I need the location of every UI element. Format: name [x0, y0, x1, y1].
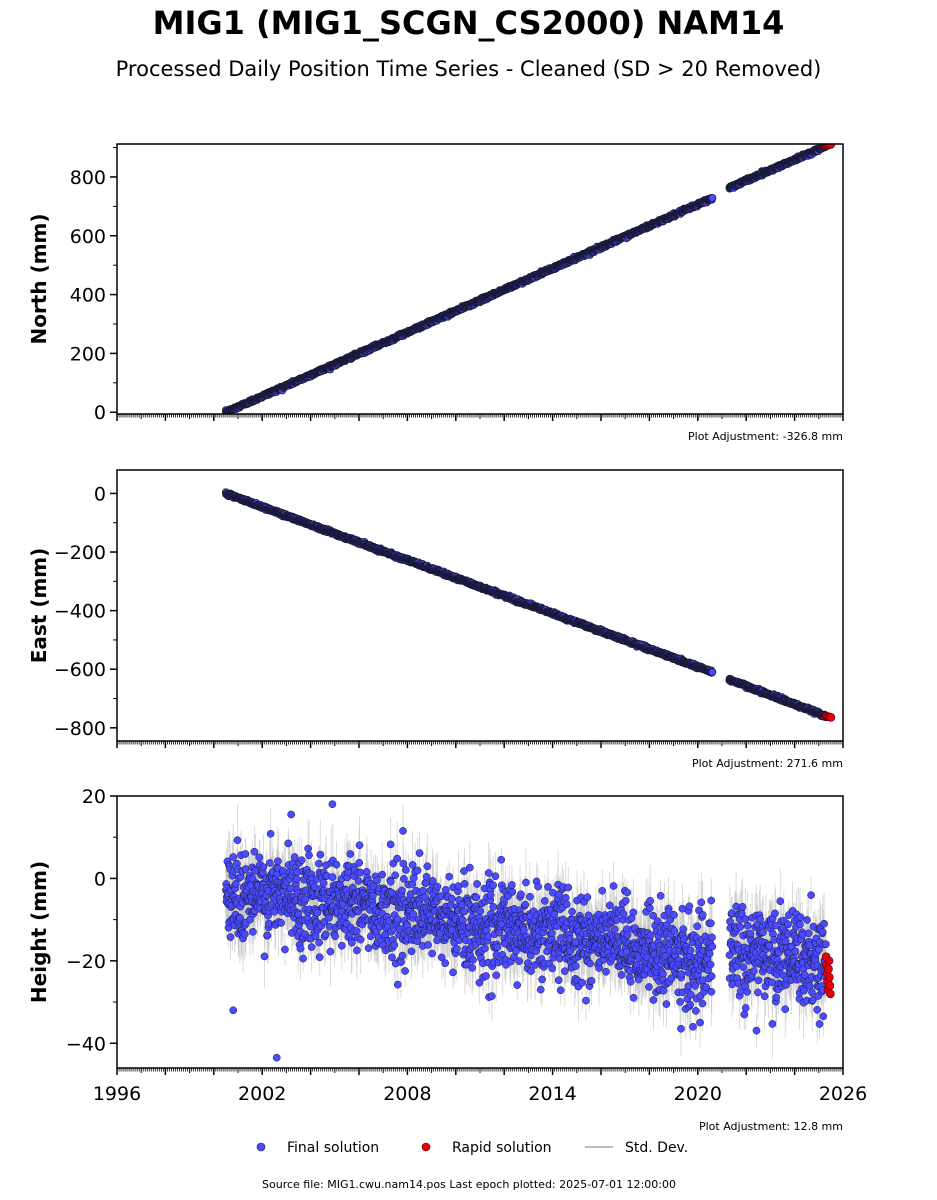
y-tick-label: 0 [94, 483, 106, 505]
y-tick-label: 400 [70, 285, 106, 307]
y-tick-label: 800 [70, 167, 106, 189]
panels: 0 200 400 600 800 North (mm) Plot Adjustment: … [27, 143, 867, 1133]
panel-1: 0 200 400 600 800 North (mm) Plot Adjustment: … [27, 143, 844, 443]
y-tick-label: −400 [54, 601, 106, 623]
rapid-solution-point [826, 712, 836, 722]
plot-area [221, 488, 836, 722]
plot-area [222, 800, 835, 1062]
plot-adjustment-label: Plot Adjustment: 271.6 mm [692, 757, 843, 770]
plot-area [221, 144, 836, 414]
panel-2: 0 −200 −400 −600 −800 East (mm) Plot Adjustmen… [27, 469, 844, 770]
y-tick-label: −800 [54, 718, 106, 740]
axes-frame [116, 469, 844, 742]
y-tick-label: 200 [70, 343, 106, 365]
y-tick-label: −600 [54, 659, 106, 681]
y-axis-title: East (mm) [27, 548, 51, 664]
chart-subtitle: Processed Daily Position Time Series - C… [115, 57, 822, 81]
final-solution-point [708, 668, 717, 677]
y-tick-label: 0 [94, 402, 106, 424]
chart-title: MIG1 (MIG1_SCGN_CS2000) NAM14 [152, 4, 785, 42]
y-tick-label: 600 [70, 226, 106, 248]
final-solution-point [708, 193, 717, 202]
y-tick-label: −200 [54, 542, 106, 564]
y-axis-title: North (mm) [27, 213, 51, 344]
plot-adjustment-label: Plot Adjustment: -326.8 mm [688, 430, 843, 443]
